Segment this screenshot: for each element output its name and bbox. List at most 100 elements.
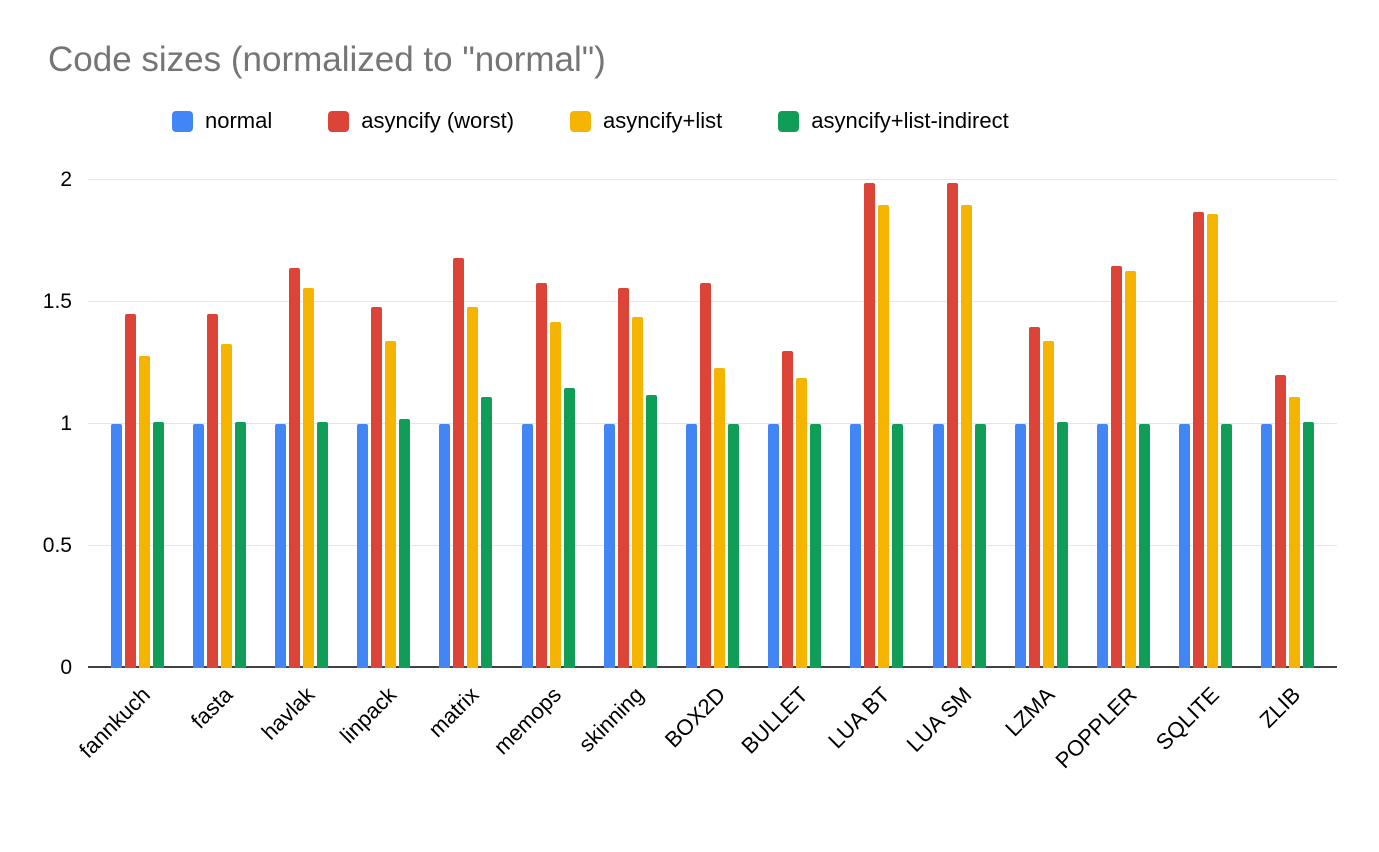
- bar: [892, 424, 904, 669]
- bar: [357, 424, 369, 669]
- plot-area: [88, 179, 1337, 669]
- legend-label: asyncify+list: [603, 108, 723, 134]
- legend-swatch: [570, 110, 592, 132]
- bar: [535, 282, 547, 669]
- bar-group-sqlite: [1165, 180, 1247, 669]
- bar: [481, 397, 493, 669]
- legend-swatch: [778, 110, 800, 132]
- bar: [1289, 397, 1301, 669]
- bar: [317, 421, 328, 669]
- bar: [932, 424, 944, 669]
- bar-group-lua-bt: [836, 180, 918, 669]
- y-axis-tick-label: 0: [60, 656, 72, 680]
- bar-group-fannkuch: [96, 180, 178, 669]
- gridline: [88, 545, 1337, 547]
- bar: [289, 268, 300, 669]
- y-axis-tick-label: 1.5: [42, 290, 72, 314]
- bar-group-zlib: [1247, 180, 1329, 669]
- bar: [810, 424, 822, 669]
- bar-group-matrix: [425, 180, 507, 669]
- bar: [192, 424, 204, 669]
- x-axis-label-cell: skinning: [573, 676, 671, 816]
- y-axis-tick-label: 0.5: [42, 534, 72, 558]
- bar: [1042, 341, 1054, 669]
- legend-item-asyncify-list: asyncify+list: [570, 108, 722, 134]
- bar: [1207, 214, 1219, 669]
- bar: [303, 287, 314, 669]
- bar: [617, 287, 629, 669]
- bar: [728, 424, 740, 669]
- bar: [796, 377, 808, 669]
- legend-swatch: [172, 110, 193, 132]
- bar: [138, 355, 150, 669]
- bar: [1179, 424, 1191, 669]
- y-axis-tick-label: 2: [60, 168, 72, 192]
- legend-item-asyncify-list-indirect: asyncify+list-indirect: [778, 108, 1009, 134]
- bar: [1303, 421, 1315, 669]
- bar: [714, 368, 726, 669]
- bar: [385, 341, 397, 669]
- x-axis-labels: fannkuch fasta havlak linpack matrix memops sk…: [74, 676, 1337, 816]
- bar: [782, 351, 794, 669]
- bar-group-poppler: [1082, 180, 1164, 669]
- legend-label: normal: [205, 108, 273, 134]
- x-axis-label-cell: POPPLER: [1050, 676, 1164, 816]
- x-axis-label-cell: linpack: [335, 676, 425, 816]
- bar: [1097, 424, 1109, 669]
- bars: [88, 180, 1337, 669]
- bar-group-lzma: [1000, 180, 1082, 669]
- bar: [1056, 421, 1068, 669]
- bar: [1139, 424, 1151, 669]
- gridline: [88, 179, 1337, 181]
- bar: [1275, 375, 1287, 669]
- x-axis-tick-label: BOX2D: [659, 682, 731, 753]
- x-axis-label-cell: fannkuch: [74, 676, 178, 816]
- bar: [946, 182, 958, 669]
- x-axis-label-cell: SQLITE: [1150, 676, 1247, 816]
- bar: [206, 314, 218, 669]
- bar: [1221, 424, 1233, 669]
- x-axis-label-cell: LUA BT: [823, 676, 918, 816]
- x-axis-label-cell: havlak: [256, 676, 342, 816]
- x-axis-tick-label: matrix: [423, 682, 484, 743]
- x-axis-label-cell: ZLIB: [1247, 676, 1329, 816]
- bar: [439, 424, 451, 669]
- legend-item-normal: normal: [172, 108, 272, 134]
- bar: [850, 424, 862, 669]
- legend: normal asyncify (worst) asyncify+list async…: [172, 108, 1379, 134]
- x-axis-tick-label: linpack: [335, 682, 402, 749]
- bar: [563, 387, 575, 669]
- gridline: [88, 301, 1337, 303]
- bar: [768, 424, 780, 669]
- bar-group-bullet: [754, 180, 836, 669]
- bar: [700, 282, 712, 669]
- bar-group-linpack: [343, 180, 425, 669]
- bar: [1111, 265, 1123, 669]
- bar-group-box2d: [671, 180, 753, 669]
- bar: [878, 204, 890, 669]
- bar: [467, 307, 479, 669]
- legend-item-asyncify-worst-: asyncify (worst): [328, 108, 514, 134]
- bar-group-skinning: [589, 180, 671, 669]
- x-axis-tick-label: havlak: [256, 682, 320, 745]
- x-axis-tick-label: fannkuch: [73, 682, 155, 764]
- bar: [152, 421, 164, 669]
- gridline: [88, 423, 1337, 425]
- bar: [603, 424, 615, 669]
- bar: [1193, 211, 1205, 669]
- legend-label: asyncify (worst): [361, 108, 515, 134]
- bar: [220, 343, 232, 669]
- bar: [645, 394, 657, 669]
- x-axis-baseline: [88, 666, 1337, 669]
- bar-group-memops: [507, 180, 589, 669]
- x-axis-tick-label: fasta: [185, 682, 237, 734]
- chart-title: Code sizes (normalized to "normal"): [48, 40, 606, 79]
- bar: [1125, 270, 1137, 669]
- bar-group-fasta: [178, 180, 260, 669]
- x-axis-label-cell: LUA SM: [902, 676, 1000, 816]
- bar: [974, 424, 986, 669]
- y-axis: 0 0.5 1 1.5 2: [0, 168, 88, 679]
- bar: [1261, 424, 1273, 669]
- bar: [1014, 424, 1026, 669]
